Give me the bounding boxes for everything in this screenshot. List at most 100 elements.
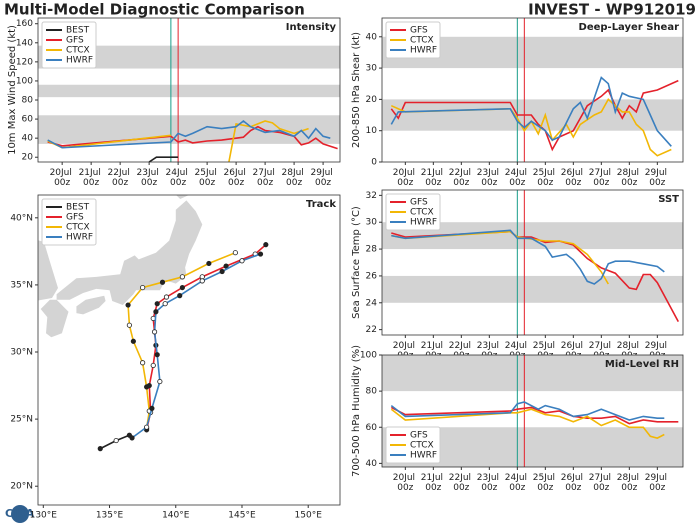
land-hokkaido [176,195,189,199]
track-point [157,378,163,385]
series-line [391,229,665,285]
x-tick-label: 22Jul 00z [108,168,133,188]
x-tick-label: 23Jul 00z [137,168,162,188]
shade-band [38,115,340,144]
shade-band [38,84,340,98]
legend-label: GFS [410,26,428,36]
y-tick-label: 22 [366,325,377,335]
plot-frame [381,17,684,163]
y-tick-label: 30 [366,64,378,74]
figure-title: Multi-Model Diagnostic Comparison [4,1,305,19]
plot-frame [381,354,684,468]
shade-band [38,45,340,69]
series-line [148,156,179,162]
x-tick-label: 140°E [162,511,190,521]
plot-area [382,355,683,467]
track-point [144,384,150,390]
y-tick-label: 20°N [10,482,33,492]
x-tick-label: 26Jul 00z [224,168,249,188]
y-tick-label: 20 [22,153,34,163]
x-tick-label: 21Jul 00z [421,168,446,188]
legend-label: HWRF [410,46,437,56]
track-point [144,424,150,430]
y-tick-label: 32 [366,191,377,201]
track-point [129,435,135,441]
y-tick-label: 140 [16,38,33,48]
x-tick-label: 26Jul 00z [561,473,586,493]
track-point [223,263,229,269]
panel-title: Deep-Layer Shear [579,22,680,33]
legend-label: CTCX [66,46,90,56]
track-point [113,437,119,444]
panel-title: SST [658,194,679,205]
panel-title: Track [306,199,336,210]
track-point [163,294,170,300]
y-tick-label: 20 [366,95,378,105]
legend-label: BEST [66,26,90,36]
track-point [154,352,160,358]
legend-label: GFS [410,431,428,441]
legend-label: GFS [66,36,84,46]
y-axis-label: Sea Surface Temp (°C) [351,206,362,319]
x-tick-label: 24Jul 00z [166,168,191,188]
track-point [126,322,132,328]
legend-label: BEST [66,203,90,213]
x-tick-label: 21Jul 00z [421,473,446,493]
track-point [206,260,212,267]
x-tick-label: 23Jul 00z [477,473,502,493]
y-tick-label: 60 [366,423,378,433]
track-point [154,301,160,307]
track-point [257,251,264,257]
series-line [390,408,665,439]
legend-label: CTCX [410,441,434,451]
legend-label: CTCX [410,36,434,46]
land [38,195,203,338]
x-tick-label: 28Jul 00z [282,168,307,188]
track-point [179,284,185,291]
shade-band [382,275,683,303]
x-tick-label: 21Jul 00z [79,168,104,188]
track-point [150,362,156,369]
x-tick-label: 145°E [228,511,256,521]
y-tick-label: 28 [366,245,378,255]
track-point [263,242,269,248]
y-tick-label: 40 [22,134,34,144]
y-axis-label: 200-850 hPa Shear (kt) [351,32,362,148]
y-tick-label: 60 [22,115,34,125]
x-tick-label: 25Jul 00z [533,473,558,493]
legend-label: CTCX [410,208,434,218]
series-line [390,79,679,152]
track-point [151,329,158,335]
y-tick-label: 40°N [10,213,33,223]
x-tick-label: 28Jul 00z [617,168,642,188]
plot-frame [37,17,341,163]
legend-label: GFS [410,198,428,208]
legend-box [41,198,97,246]
y-tick-label: 0 [371,158,377,168]
storm-id: INVEST - WP912019 [528,1,696,19]
series-line [390,401,665,421]
plot-area [97,242,269,452]
x-tick-label: 22Jul 00z [449,473,474,493]
legend-label: HWRF [66,233,93,243]
track-point [140,360,146,366]
y-axis-label: 10m Max Wind Speed (kt) [7,25,18,155]
panel: 20°N 25°N 30°N 35°N 40°N 130°E 135°E 140°E 145°E… [10,194,341,521]
track-point [159,279,166,285]
x-tick-label: 24Jul 00z [505,168,530,188]
x-tick-label: 27Jul 00z [253,168,278,188]
plot-frame [37,194,341,506]
x-tick-label: 25Jul 00z [533,168,558,188]
logo-mark [11,505,29,523]
track-point [239,258,245,264]
x-tick-label: 20Jul 00z [393,168,418,188]
y-tick-label: 26 [366,271,378,281]
land-shikoku [76,295,106,315]
y-tick-label: 40 [366,32,378,42]
x-tick-label: 29Jul 00z [311,168,336,188]
legend-label: HWRF [410,451,437,461]
